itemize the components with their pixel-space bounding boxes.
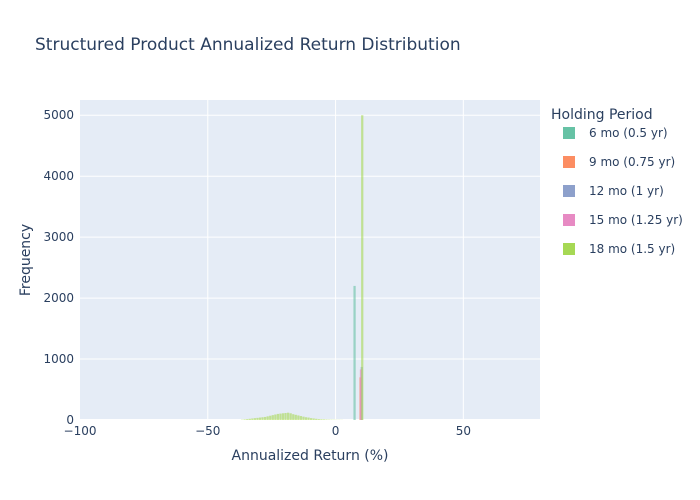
legend-title: Holding Period [551, 107, 653, 123]
histogram-bar [266, 416, 269, 420]
plot-background [80, 100, 540, 420]
legend-label: 15 mo (1.25 yr) [589, 213, 683, 227]
y-axis-title: Frequency [18, 224, 34, 296]
y-tick-label: 0 [66, 413, 74, 427]
histogram-bar [248, 418, 251, 420]
histogram-bar [297, 415, 300, 420]
histogram-bar [307, 417, 310, 420]
y-tick-label: 3000 [43, 230, 74, 244]
histogram-bar [294, 414, 297, 420]
y-tick-label: 4000 [43, 169, 74, 183]
series-bars [353, 285, 356, 420]
y-tick-label: 2000 [43, 291, 74, 305]
histogram-bar [292, 414, 295, 420]
y-tick-label: 5000 [43, 108, 74, 122]
legend-label: 9 mo (0.75 yr) [589, 155, 675, 169]
legend-swatch [563, 214, 575, 226]
histogram-bar [243, 419, 246, 420]
histogram-bar [287, 412, 290, 420]
x-axis-title: Annualized Return (%) [232, 448, 389, 464]
histogram-bar [289, 413, 292, 420]
legend-swatch [563, 127, 575, 139]
x-tick-label: 0 [332, 424, 340, 438]
legend: Holding Period 6 mo (0.5 yr) 9 mo (0.75 y… [551, 107, 683, 256]
series-bars [359, 369, 363, 420]
histogram-bar [251, 418, 254, 420]
histogram-bar [281, 413, 285, 420]
histogram-bar [315, 418, 318, 420]
y-tick-label: 1000 [43, 352, 74, 366]
histogram-bar [264, 416, 267, 420]
histogram-bar [310, 418, 313, 420]
x-tick-label: −100 [64, 424, 97, 438]
series-bars [241, 115, 364, 420]
histogram-bar [317, 419, 320, 420]
histogram-bar [312, 418, 315, 420]
gridlines [80, 100, 540, 421]
legend-swatch [563, 243, 575, 255]
histogram-bar [256, 417, 259, 420]
y-axis-ticks: 0 1000 2000 3000 4000 5000 [43, 108, 74, 427]
x-tick-label: −50 [195, 424, 220, 438]
histogram-bar [302, 416, 305, 420]
histogram-bar [322, 419, 326, 420]
histogram-bar [274, 414, 277, 420]
histogram-bar [246, 419, 249, 420]
legend-swatch [563, 185, 575, 197]
histogram-bar [261, 417, 264, 420]
histogram-bar [258, 417, 262, 420]
legend-swatch [563, 156, 575, 168]
histogram-bars [241, 115, 364, 420]
legend-label: 6 mo (0.5 yr) [589, 126, 668, 140]
legend-label: 12 mo (1 yr) [589, 184, 664, 198]
chart-title: Structured Product Annualized Return Dis… [35, 35, 461, 55]
histogram-bar [320, 419, 323, 420]
histogram-bar [269, 415, 272, 420]
histogram-bar [284, 412, 287, 420]
histogram-bar [271, 415, 274, 420]
histogram-bar [361, 115, 364, 420]
histogram-bar [299, 416, 303, 420]
histogram-bar [279, 413, 282, 420]
histogram-bar [253, 418, 257, 420]
x-axis-ticks: −100 −50 0 50 [64, 424, 471, 438]
x-tick-label: 50 [456, 424, 471, 438]
histogram-bar [353, 285, 356, 420]
histogram-bar [304, 417, 308, 420]
histogram-bar [359, 369, 363, 420]
histogram-bar [276, 413, 280, 420]
legend-items: 6 mo (0.5 yr) 9 mo (0.75 yr) 12 mo (1 yr) 1… [563, 126, 683, 256]
legend-label: 18 mo (1.5 yr) [589, 242, 675, 256]
